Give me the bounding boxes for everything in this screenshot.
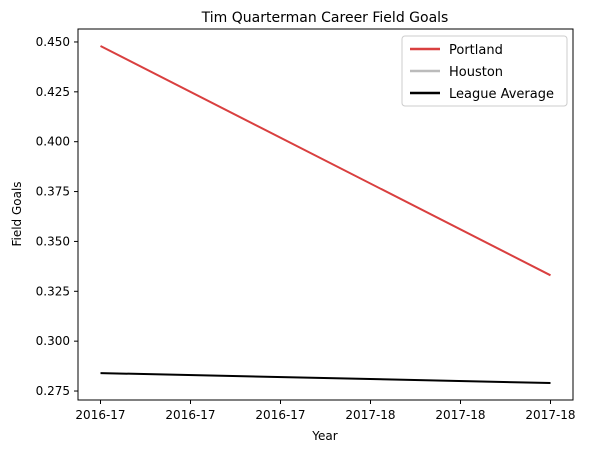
legend-label-0: Portland [449,43,503,58]
series-line-0 [100,45,551,277]
x-tick-label: 2017-18 [525,408,575,422]
x-tick-label: 2016-17 [255,408,305,422]
x-axis-label: Year [311,429,337,443]
legend-label-1: Houston [449,65,503,80]
x-tick-label: 2017-18 [435,408,485,422]
x-axis-ticks: 2016-17 2016-17 2016-17 2017-18 2017-18 2017-… [75,400,576,422]
y-tick-label: 0.425 [36,85,70,99]
x-tick-label: 2016-17 [165,408,215,422]
y-tick-label: 0.300 [36,334,70,348]
y-tick-label: 0.325 [36,284,70,298]
chart-title: Tim Quarterman Career Field Goals [201,10,449,26]
x-tick-label: 2016-17 [75,408,125,422]
y-tick-label: 0.275 [36,384,70,398]
y-axis-label: Field Goals [10,181,24,246]
legend: Portland Houston League Average [401,35,568,107]
plot-area: 2016-17 2016-17 2016-17 2017-18 2017-18 2017-… [36,28,576,422]
legend-label-2: League Average [449,87,554,102]
x-tick-label: 2017-18 [345,408,395,422]
y-tick-label: 0.350 [36,234,70,248]
plot-frame [77,28,574,401]
series-line-2 [100,372,551,384]
y-tick-label: 0.375 [36,185,70,199]
legend-frame [401,35,568,107]
y-axis-ticks: 0.275 0.300 0.325 0.350 0.375 0.400 0.425 0.450 [36,35,78,398]
series-layer [100,45,551,384]
y-tick-label: 0.400 [36,135,70,149]
y-tick-label: 0.450 [36,35,70,49]
